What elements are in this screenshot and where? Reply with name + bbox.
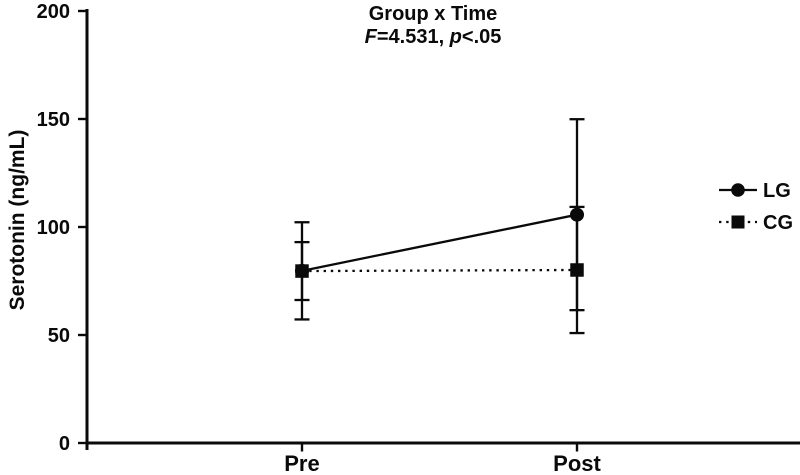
chart-title: Group x Time <box>368 3 498 25</box>
y-tick-label: 200 <box>37 1 70 23</box>
y-tick-label: 150 <box>37 109 70 131</box>
legend-LG-label: LG <box>763 180 791 202</box>
series-LG-line <box>301 213 578 272</box>
legend-LG-marker-circle-icon <box>731 183 745 197</box>
stat-f-value: =4.531, <box>376 26 450 48</box>
stat-f-symbol: F <box>364 26 377 48</box>
series-CG-line <box>301 268 578 273</box>
series-LG-marker-circle-icon <box>570 207 584 222</box>
stat-p-symbol: p <box>449 26 462 48</box>
series-CG-marker-square-icon <box>570 263 584 277</box>
y-tick-label: 50 <box>48 325 70 347</box>
stat-p-value: <.05 <box>461 26 502 48</box>
x-tick-label: Post <box>553 451 601 475</box>
y-tick-label: 100 <box>37 217 70 239</box>
legend-CG-label: CG <box>763 212 793 234</box>
series-CG-marker-square-icon <box>295 264 309 278</box>
chart-title-block: Group x Time F=4.531, p<.05 <box>365 3 502 49</box>
y-tick-label: 0 <box>59 433 70 455</box>
chart-subtitle: F=4.531, p<.05 <box>365 26 502 49</box>
x-tick-label: Pre <box>284 451 319 475</box>
y-axis-title: Serotonin (ng/mL) <box>6 130 29 311</box>
legend-CG-marker-square-icon <box>731 215 745 229</box>
